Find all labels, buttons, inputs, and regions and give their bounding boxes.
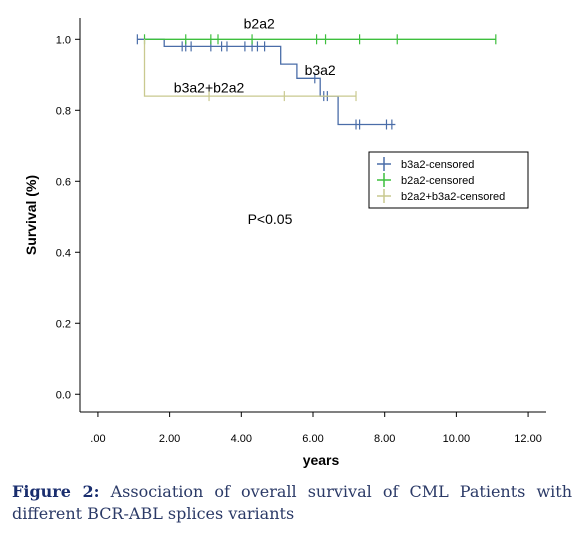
legend-marker [377,157,391,171]
y-tick-label: 0.2 [56,318,71,330]
y-tick-label: 0.0 [56,389,71,401]
x-axis-label: years [303,452,340,468]
legend-label: b2a2+b3a2-censored [401,191,505,203]
legend-label: b3a2-censored [401,159,474,171]
annotations-layer: b2a2 b3a2 b3a2+b2a2 P<0.05 [174,16,336,227]
y-tick-label: 0.6 [56,176,71,188]
legend-marker [377,189,391,203]
legend: b3a2-censored b2a2-censored b2a2+b3a2-cens… [368,151,529,209]
legend-box [368,151,529,209]
axes: 0.0 0.2 0.4 0.6 0.8 1.0 .00 2.00 4.00 6.00 8.00 10.… [23,18,546,468]
y-tick-label: 1.0 [56,34,71,46]
series-layer [136,34,497,130]
x-tick-label: .00 [90,433,105,445]
x-tick-label: 4.00 [231,433,252,445]
annotation-label: b3a2 [305,62,336,78]
x-tick-label: 2.00 [159,433,180,445]
annotation-label: P<0.05 [248,211,293,227]
x-tick-label: 6.00 [302,433,323,445]
legend-label: b2a2-censored [401,175,474,187]
y-tick-label: 0.8 [56,105,71,117]
caption-text: Association of overall survival of CML P… [12,482,572,523]
annotation-label: b2a2 [244,16,275,32]
y-tick-label: 0.4 [56,247,71,259]
x-tick-label: 8.00 [374,433,395,445]
series-line-b3a2 [137,38,396,126]
x-tick-label: 10.00 [443,433,471,445]
legend-marker [377,173,391,187]
x-tick-label: 12.00 [514,433,542,445]
survival-chart: 0.0 0.2 0.4 0.6 0.8 1.0 .00 2.00 4.00 6.00 8.00 10.… [23,16,546,468]
figure-caption: Figure 2: Association of overall surviva… [12,481,572,525]
y-axis-label: Survival (%) [23,175,39,255]
series-line-b2a2+b3a2 [143,39,356,97]
annotation-label: b3a2+b2a2 [174,80,245,96]
caption-label: Figure 2: [12,482,100,501]
